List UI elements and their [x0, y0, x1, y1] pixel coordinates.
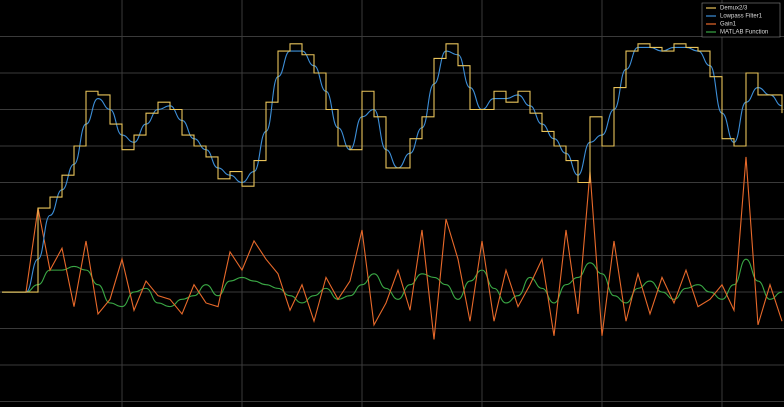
- legend-label: Gain1: [720, 22, 737, 28]
- legend-box: [701, 2, 781, 38]
- series-line: [2, 258, 783, 308]
- legend: Demux2/3 Lowpass Filter1 Gain1 MATLAB Funct…: [701, 2, 781, 38]
- legend-label: MATLAB Function: [720, 30, 768, 36]
- legend-label: Demux2/3: [720, 6, 748, 12]
- series-line: [2, 43, 783, 293]
- legend-label: Lowpass Filter1: [720, 14, 763, 20]
- traces: [2, 43, 783, 340]
- series-line: [2, 156, 783, 340]
